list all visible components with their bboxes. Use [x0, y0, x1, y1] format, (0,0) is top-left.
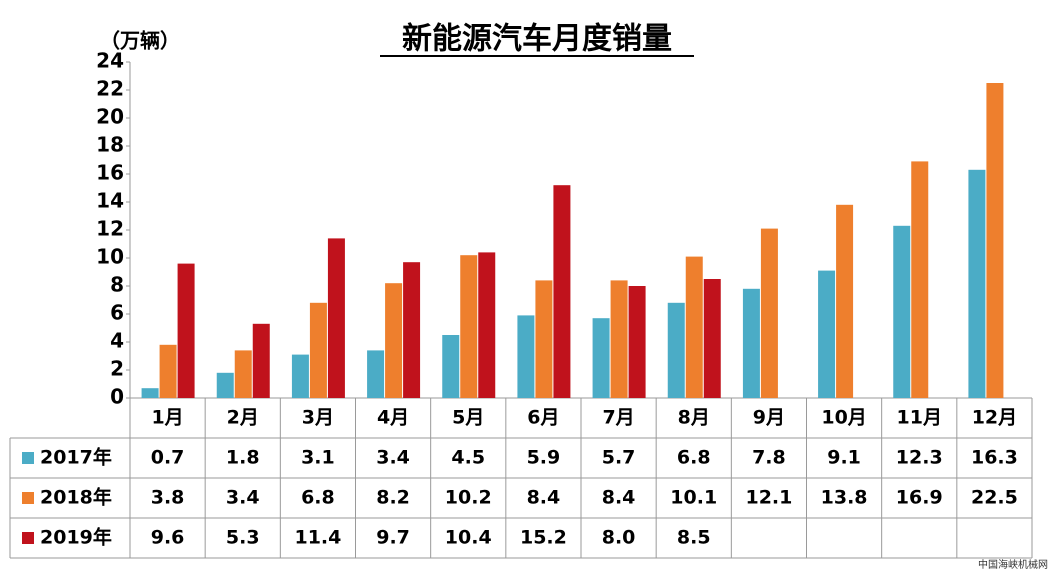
x-tick-label: 7月	[602, 407, 634, 429]
x-tick-label: 9月	[753, 407, 785, 429]
bar	[367, 350, 385, 398]
table-value: 8.4	[527, 487, 561, 509]
table-value: 3.1	[301, 447, 335, 469]
table-value: 6.8	[677, 447, 711, 469]
bar	[742, 288, 760, 398]
y-tick-label: 16	[96, 161, 124, 185]
table-value: 12.3	[896, 447, 943, 469]
bar	[252, 323, 270, 398]
table-value: 11.4	[294, 527, 341, 549]
bar	[177, 263, 195, 398]
bar	[291, 354, 309, 398]
x-tick-label: 3月	[302, 407, 334, 429]
table-value: 10.4	[445, 527, 492, 549]
bar	[553, 185, 571, 398]
legend-swatch	[22, 452, 34, 464]
bar	[836, 204, 854, 398]
bar	[703, 279, 721, 398]
chart-title: 新能源汽车月度销量	[402, 22, 672, 57]
y-tick-label: 22	[96, 77, 124, 101]
bar	[685, 256, 703, 398]
bar	[517, 315, 535, 398]
bar	[216, 372, 234, 398]
y-tick-label: 4	[110, 329, 124, 353]
bar	[818, 270, 836, 398]
table-value: 1.8	[226, 447, 260, 469]
bar	[592, 318, 610, 398]
table-value: 5.3	[226, 527, 260, 549]
legend-label: 2019年	[40, 526, 112, 549]
table-value: 22.5	[971, 487, 1018, 509]
y-tick-label: 0	[110, 385, 124, 409]
x-tick-label: 11月	[897, 407, 942, 429]
x-tick-label: 1月	[151, 407, 183, 429]
bar	[327, 238, 345, 398]
bar	[986, 83, 1004, 398]
bar	[535, 280, 553, 398]
x-tick-label: 8月	[678, 407, 710, 429]
x-tick-label: 12月	[972, 407, 1017, 429]
bar	[478, 252, 496, 398]
x-tick-label: 2月	[227, 407, 259, 429]
y-tick-label: 8	[110, 273, 124, 297]
watermark: 中国海峡机械网	[978, 558, 1048, 571]
bar	[911, 161, 929, 398]
table-value: 3.4	[226, 487, 260, 509]
table-value: 16.3	[971, 447, 1018, 469]
table-value: 16.9	[896, 487, 943, 509]
table-value: 5.9	[527, 447, 561, 469]
y-tick-label: 14	[96, 189, 124, 213]
bar	[460, 255, 478, 398]
bar	[141, 388, 159, 398]
x-tick-label: 4月	[377, 407, 409, 429]
bar	[667, 302, 685, 398]
table-value: 9.1	[827, 447, 861, 469]
x-tick-label: 10月	[821, 407, 866, 429]
y-tick-label: 20	[96, 105, 124, 129]
y-tick-label: 24	[96, 49, 124, 73]
y-axis-label: （万辆）	[100, 29, 180, 53]
y-tick-label: 10	[96, 245, 124, 269]
legend-swatch	[22, 492, 34, 504]
legend-label: 2017年	[40, 446, 112, 469]
bar	[234, 350, 252, 398]
bar	[403, 262, 421, 398]
legend-label: 2018年	[40, 486, 112, 509]
bar	[628, 286, 646, 398]
table-value: 12.1	[745, 487, 792, 509]
table-value: 15.2	[520, 527, 567, 549]
y-tick-label: 12	[96, 217, 124, 241]
table-value: 7.8	[752, 447, 786, 469]
table-value: 6.8	[301, 487, 335, 509]
y-tick-label: 6	[110, 301, 124, 325]
table-value: 10.1	[670, 487, 717, 509]
bar	[309, 302, 327, 398]
table-value: 8.5	[677, 527, 711, 549]
bar	[893, 225, 911, 398]
bar	[968, 169, 986, 398]
bar	[385, 283, 403, 398]
table-value: 3.8	[151, 487, 185, 509]
table-value: 8.0	[602, 527, 636, 549]
table-value: 9.7	[376, 527, 410, 549]
legend-swatch	[22, 532, 34, 544]
bar	[610, 280, 628, 398]
table-value: 13.8	[821, 487, 868, 509]
table-value: 10.2	[445, 487, 492, 509]
table-value: 9.6	[151, 527, 185, 549]
y-tick-label: 18	[96, 133, 124, 157]
table-value: 8.4	[602, 487, 636, 509]
table-value: 8.2	[376, 487, 410, 509]
x-tick-label: 5月	[452, 407, 484, 429]
bar	[442, 335, 460, 398]
table-value: 4.5	[451, 447, 485, 469]
table-value: 3.4	[376, 447, 410, 469]
y-tick-label: 2	[110, 357, 124, 381]
table-value: 5.7	[602, 447, 636, 469]
bar	[159, 344, 177, 398]
x-tick-label: 6月	[527, 407, 559, 429]
bar	[760, 228, 778, 398]
table-value: 0.7	[151, 447, 185, 469]
